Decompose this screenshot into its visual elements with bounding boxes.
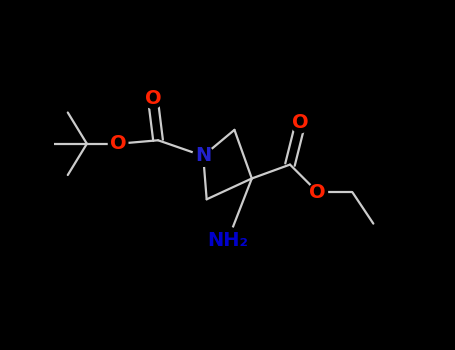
Circle shape: [308, 183, 328, 202]
Text: O: O: [309, 183, 326, 202]
Text: O: O: [110, 134, 126, 153]
Text: NH₂: NH₂: [207, 231, 248, 251]
Circle shape: [291, 113, 310, 133]
Circle shape: [108, 134, 128, 153]
Text: O: O: [292, 113, 309, 132]
Text: O: O: [145, 89, 161, 108]
Circle shape: [193, 146, 213, 166]
Circle shape: [143, 89, 162, 108]
Text: N: N: [195, 146, 211, 166]
Circle shape: [213, 227, 242, 255]
